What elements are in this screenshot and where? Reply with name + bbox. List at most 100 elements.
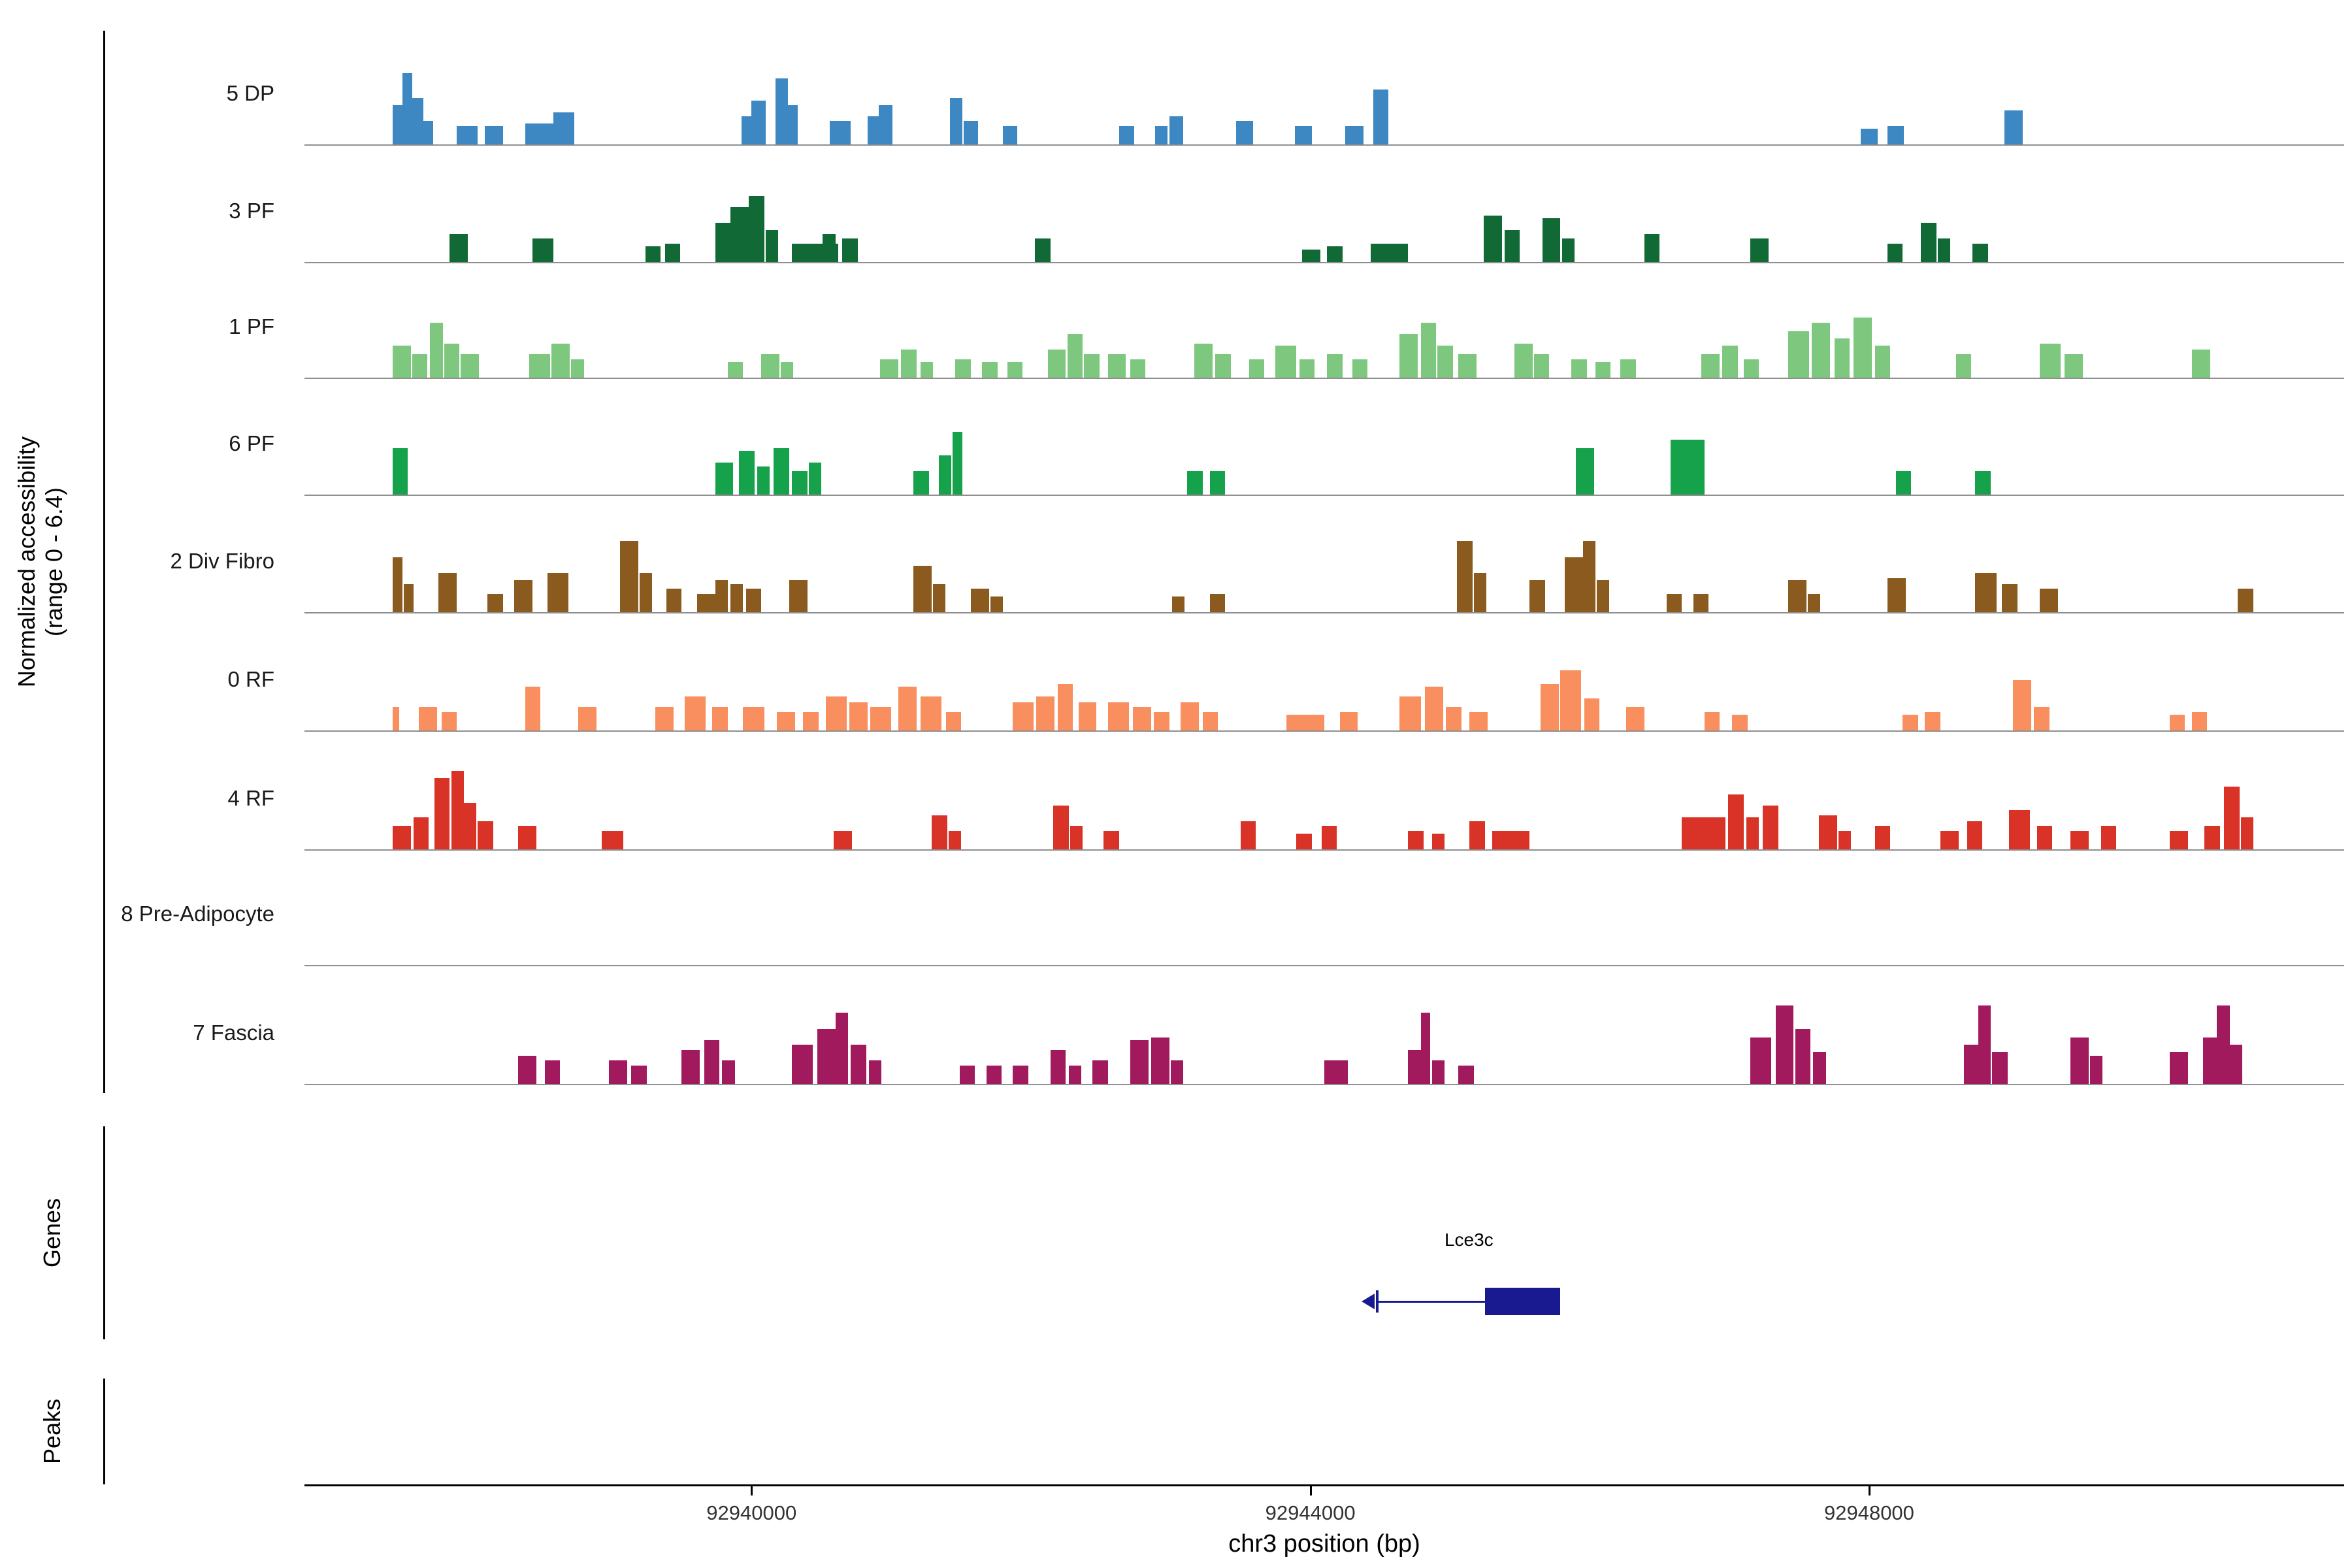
coverage-segment — [413, 817, 429, 849]
coverage-segment — [1171, 596, 1185, 612]
coverage-segment — [1682, 817, 1725, 849]
coverage-segment — [1564, 557, 1583, 612]
coverage-segment — [2013, 680, 2031, 730]
coverage-segment — [1807, 593, 1821, 612]
gene-body-line — [1377, 1301, 1561, 1303]
coverage-segment — [1180, 702, 1199, 730]
genes-section-label: Genes — [39, 1198, 65, 1268]
coverage-segment — [878, 105, 893, 144]
coverage-segment — [933, 583, 946, 612]
coverage-segment — [1620, 359, 1636, 378]
coverage-segment — [835, 1013, 848, 1084]
coverage-segment — [1295, 125, 1312, 144]
coverage-segment — [1504, 230, 1520, 262]
coverage-segment — [2065, 354, 2083, 378]
track-label: 4 RF — [227, 786, 274, 810]
coverage-segment — [1107, 702, 1129, 730]
coverage-segment — [776, 711, 795, 730]
coverage-segment — [2004, 110, 2023, 144]
coverage-segment — [412, 354, 428, 378]
coverage-segment — [1339, 711, 1358, 730]
coverage-segment — [457, 125, 478, 144]
coverage-segment — [1921, 223, 1936, 262]
coverage-segment — [609, 1060, 627, 1084]
coverage-segment — [438, 573, 457, 612]
coverage-segment — [1013, 702, 1034, 730]
x-axis-title: chr3 position (bp) — [1228, 1530, 1420, 1558]
coverage-segment — [640, 573, 653, 612]
coverage-segment — [938, 455, 952, 495]
track-label: 3 PF — [229, 199, 274, 223]
coverage-segment — [730, 206, 749, 262]
coverage-segment — [1437, 346, 1453, 378]
genes-section-bracket — [103, 1126, 105, 1339]
coverage-segment — [1964, 1045, 1980, 1084]
coverage-segment — [392, 448, 408, 495]
track-label: 2 Div Fibro — [170, 549, 274, 573]
coverage-segment — [402, 73, 412, 144]
coverage-segment — [525, 686, 541, 730]
coverage-segment — [774, 448, 789, 495]
coverage-segment — [2229, 1045, 2242, 1084]
track-baseline — [304, 849, 2344, 851]
coverage-segment — [1431, 833, 1445, 849]
coverage-segment — [1084, 354, 1100, 378]
coverage-segment — [1732, 714, 1748, 730]
coverage-segment — [1301, 250, 1320, 262]
track-baseline — [304, 495, 2344, 496]
coverage-segment — [392, 826, 411, 849]
coverage-segment — [2036, 826, 2053, 849]
track-label: 6 PF — [229, 431, 274, 455]
x-tick-label: 92940000 — [706, 1501, 797, 1524]
coverage-segment — [945, 711, 962, 730]
coverage-segment — [696, 593, 718, 612]
coverage-segment — [808, 463, 822, 495]
coverage-segment — [1887, 125, 1904, 144]
coverage-segment — [419, 707, 438, 730]
coverage-segment — [684, 696, 706, 730]
coverage-segment — [901, 349, 917, 378]
track-label: 7 Fascia — [193, 1021, 274, 1045]
coverage-segment — [1625, 707, 1644, 730]
x-tick — [1309, 1486, 1312, 1495]
coverage-segment — [1972, 243, 1988, 262]
coverage-segment — [1571, 359, 1587, 378]
coverage-segment — [1838, 830, 1852, 849]
coverage-segment — [1458, 354, 1477, 378]
coverage-segment — [792, 1045, 813, 1084]
coverage-segment — [1050, 1049, 1066, 1084]
coverage-segment — [571, 359, 584, 378]
coverage-segment — [2039, 343, 2061, 378]
coverage-segment — [1373, 89, 1389, 144]
coverage-segment — [2238, 589, 2253, 612]
coverage-segment — [1119, 125, 1135, 144]
coverage-segment — [1887, 243, 1903, 262]
track-label: 1 PF — [229, 314, 274, 338]
x-tick-label: 92948000 — [1823, 1501, 1914, 1524]
coverage-segment — [849, 702, 868, 730]
track-baseline — [304, 730, 2344, 732]
coverage-segment — [834, 830, 853, 849]
x-axis-line — [304, 1484, 2344, 1486]
coverage-segment — [1352, 359, 1368, 378]
coverage-segment — [953, 432, 963, 495]
track-label: 5 DP — [226, 81, 274, 105]
coverage-segment — [1955, 354, 1972, 378]
coverage-segment — [1324, 1060, 1348, 1084]
coverage-segment — [1483, 215, 1502, 262]
coverage-segment — [1701, 354, 1720, 378]
coverage-segment — [1408, 1049, 1424, 1084]
coverage-segment — [921, 696, 942, 730]
coverage-segment — [1215, 354, 1231, 378]
coverage-segment — [1693, 593, 1709, 612]
coverage-segment — [1345, 125, 1364, 144]
coverage-segment — [1584, 698, 1600, 730]
coverage-segment — [2070, 1037, 2089, 1084]
coverage-segment — [1092, 1060, 1108, 1084]
coverage-segment — [2169, 714, 2185, 730]
coverage-segment — [392, 707, 400, 730]
x-tick-label: 92944000 — [1265, 1501, 1356, 1524]
coverage-segment — [620, 541, 639, 612]
coverage-segment — [1775, 1005, 1794, 1084]
